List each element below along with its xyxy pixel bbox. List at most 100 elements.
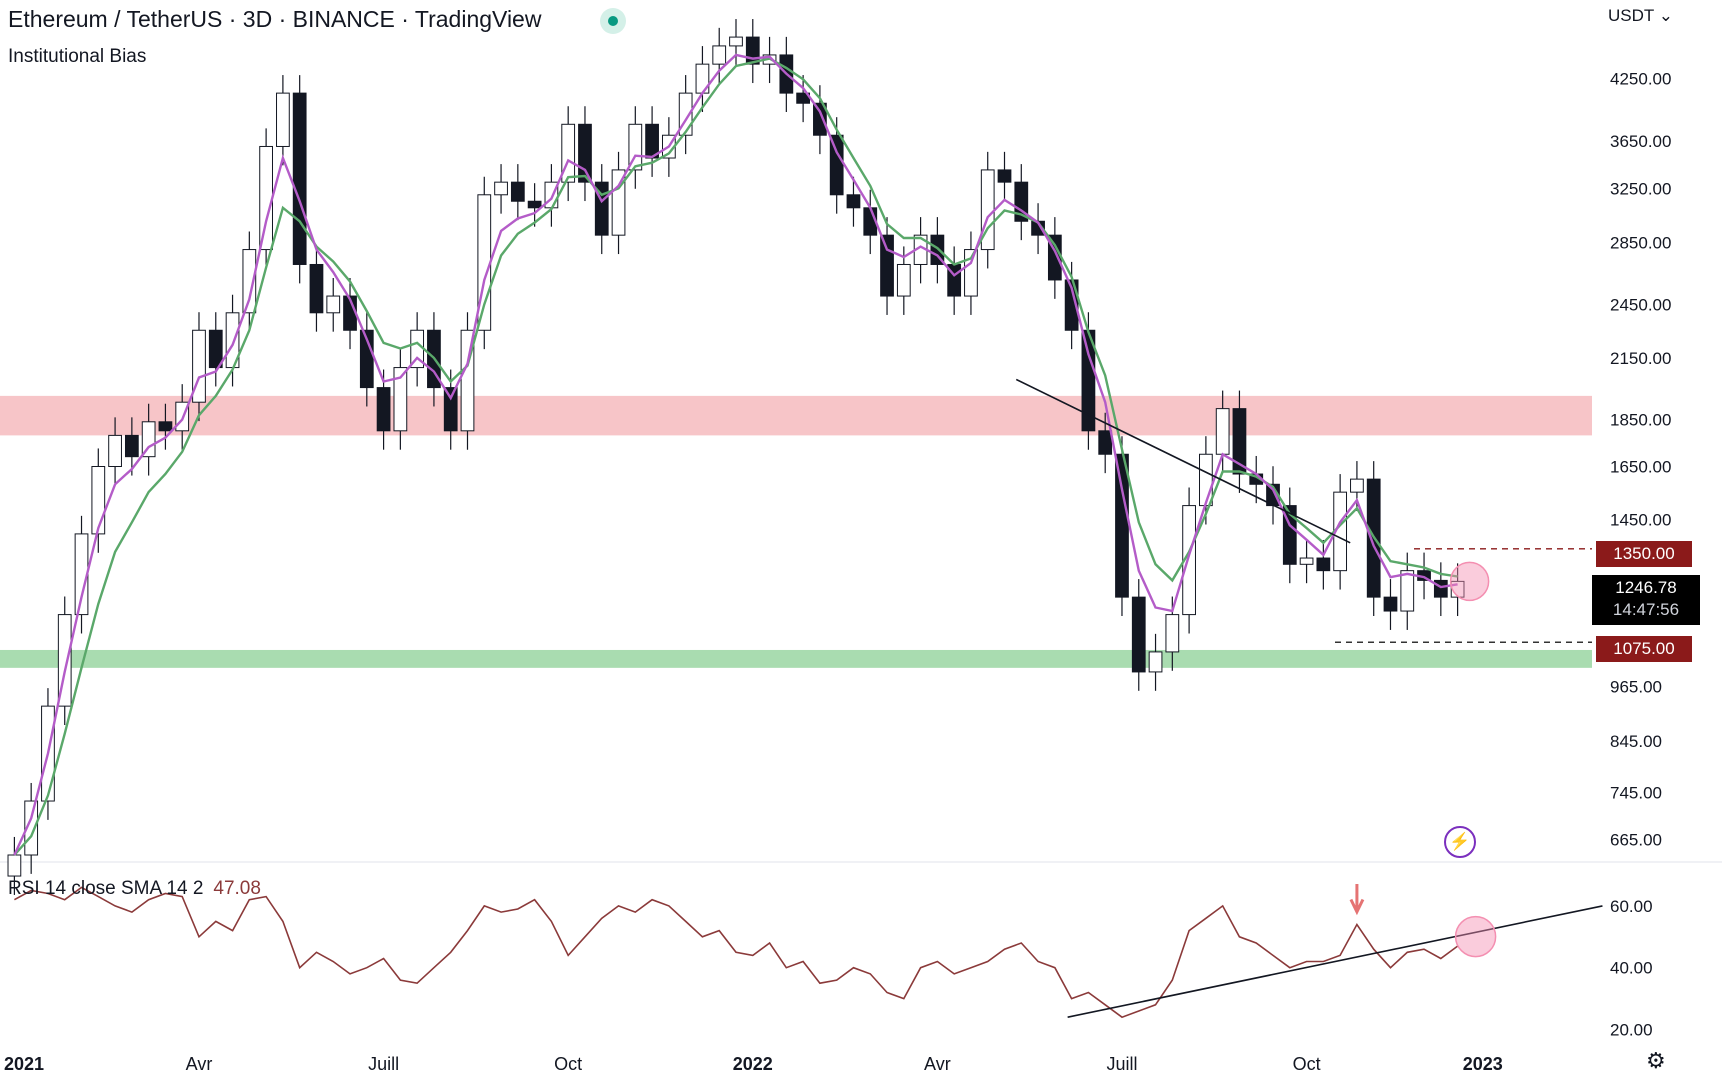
time-axis-tick: Juill [368,1054,399,1074]
candle-body [259,145,273,251]
ema-fast-line [13,53,1458,856]
candle-body [1433,579,1448,598]
candle-body [1400,570,1415,612]
gear-icon[interactable]: ⚙ [1646,1048,1666,1073]
time-axis-tick: Juill [1106,1054,1137,1074]
time-axis-tick: 2022 [733,1054,773,1074]
time-axis-tick: Oct [554,1054,582,1074]
candle-body [829,134,844,196]
ema-slow-line [13,57,1458,856]
rsi-trendline [1067,905,1603,1018]
candle-body [7,854,22,877]
candle-body [1232,408,1247,475]
candle-body [1165,614,1180,653]
price-axis-tick: 2850.00 [1610,233,1671,252]
price-axis-tick: 1650.00 [1610,458,1671,477]
rsi-axis-tick: 60.00 [1610,897,1653,916]
candle-body [1131,596,1146,673]
price-tag-upper: 1350.00 [1596,541,1692,567]
rsi-name: RSI 14 close SMA 14 2 [8,878,204,899]
candle-body [997,169,1012,183]
price-axis-tick: 665.00 [1610,830,1662,849]
candle-body [510,181,525,202]
candle-body [443,387,458,432]
candle-body [158,421,173,432]
candle-body [124,434,139,458]
candle-body [309,263,324,314]
time-axis-tick: Oct [1293,1054,1321,1074]
lightning-icon[interactable]: ⚡ [1444,826,1476,858]
candle-body [1115,453,1129,598]
price-axis-tick: 3250.00 [1610,179,1671,198]
candle-body [729,36,743,47]
support-zone [0,649,1592,668]
candle-body [1316,557,1331,572]
chart-title: Ethereum / TetherUS · 3D · BINANCE · Tra… [8,6,542,32]
price-axis-tick: 745.00 [1610,784,1662,803]
candle-body [1148,651,1163,673]
candle-body [1383,596,1398,612]
rsi-indicator-label[interactable]: RSI 14 close SMA 14 2 47.08 [8,878,261,900]
currency-selector[interactable]: USDT ⌄ [1608,6,1673,26]
rsi-axis-tick: 40.00 [1610,959,1653,978]
time-axis-tick: 2021 [4,1054,44,1074]
price-axis-tick: 845.00 [1610,732,1662,751]
price-axis-tick: 3650.00 [1610,132,1671,151]
candle-body [91,466,106,535]
candle-body [527,200,542,209]
candle-body [578,123,592,183]
down-arrow-icon [1349,884,1365,916]
candle-body [326,295,341,314]
candle-body [242,249,257,314]
candle-body [846,194,861,209]
price-tag-lower: 1075.00 [1596,636,1692,662]
candle-body [292,92,307,265]
price-highlight-circle [1449,561,1490,602]
candle-body [611,169,626,236]
candle-body [930,234,945,265]
price-trendline [1015,378,1351,544]
candle-body [108,434,122,468]
candle-body [208,329,223,369]
candle-body [1215,408,1230,455]
candle-body [494,181,508,196]
candle-body [141,421,156,458]
resistance-zone [0,395,1592,436]
time-axis-tick: 2023 [1463,1054,1503,1074]
time-axis-tick: Avr [924,1054,951,1074]
candle-body [712,45,727,65]
rsi-value: 47.08 [213,878,261,899]
candle-body [1199,453,1213,507]
candle-body [964,249,978,297]
indicator-label[interactable]: Institutional Bias [8,46,147,67]
price-axis-tick: 2450.00 [1610,295,1671,314]
time-axis-tick: Avr [186,1054,213,1074]
candle-body [813,102,827,136]
currency-label: USDT [1608,6,1654,25]
candle-body [276,92,290,147]
bar-countdown: 14:47:56 [1612,600,1680,619]
rsi-axis-tick: 20.00 [1610,1021,1653,1040]
candle-body [1182,505,1196,616]
rsi-line [14,886,1459,1019]
price-axis-tick: 2150.00 [1610,349,1671,368]
candle-body [628,123,643,171]
price-axis-tick: 965.00 [1610,678,1662,697]
candle-body [376,387,391,432]
live-status-dot-icon [600,8,626,34]
price-axis-tick: 1450.00 [1610,511,1671,530]
current-price: 1246.78 [1615,578,1677,597]
candle-body [896,263,911,297]
price-axis-tick: 1850.00 [1610,411,1671,430]
chevron-down-icon: ⌄ [1658,6,1673,25]
candle-body [1350,478,1364,493]
rsi-highlight-circle [1454,915,1497,958]
candle-body [477,194,492,331]
candle-body [1098,430,1113,455]
candle-body [393,367,408,432]
current-price-tag: 1246.78 14:47:56 [1592,575,1700,625]
candle-body [880,234,894,297]
candle-body [1299,557,1314,565]
price-axis-tick: 4250.00 [1610,69,1671,88]
